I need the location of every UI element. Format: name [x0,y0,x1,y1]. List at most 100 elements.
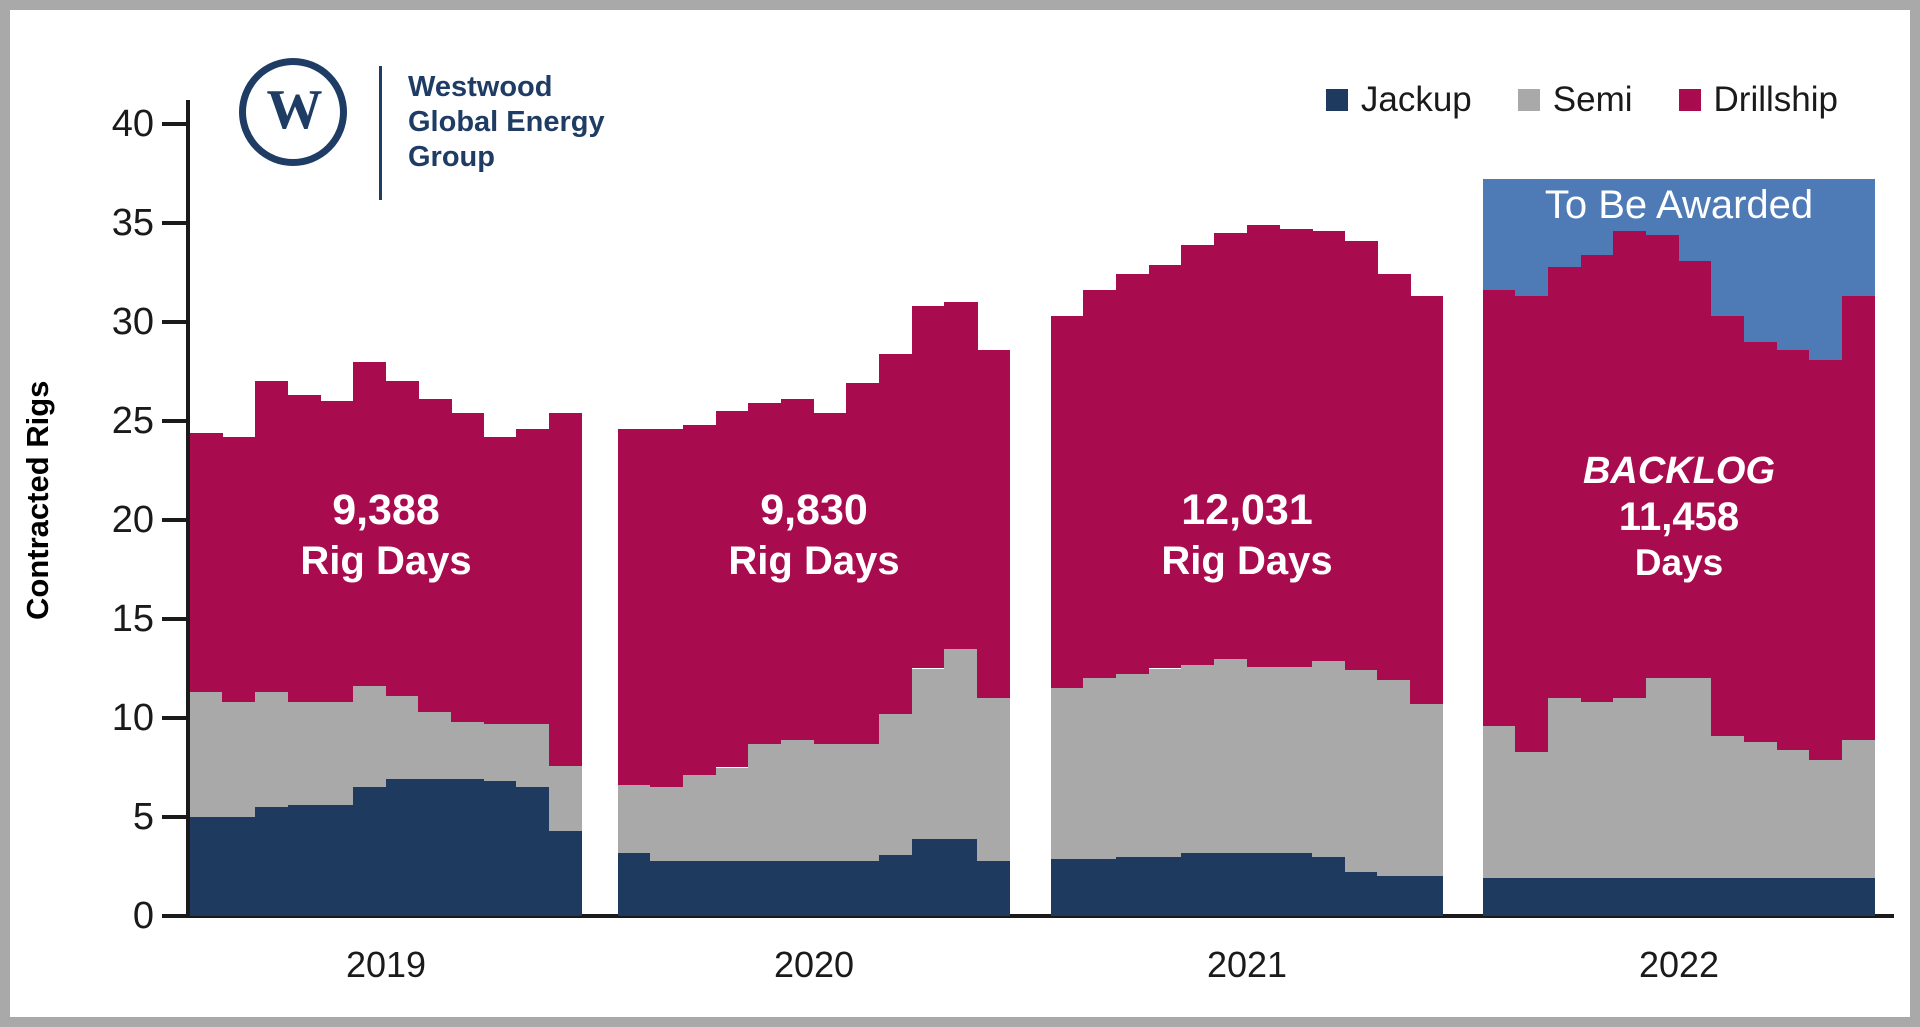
bar-segment-jackup [944,838,978,916]
bar-segment-to_be_awarded [1841,179,1876,297]
bar-segment-drillship [1311,230,1346,661]
drillship-swatch-icon [1678,89,1701,111]
bar-segment-drillship [911,306,946,669]
bar-segment-jackup [320,805,354,916]
legend: Jackup Semi Drillship [1325,80,1838,120]
bar-segment-drillship [1083,290,1117,679]
bar-segment-drillship [813,413,848,744]
company-name-line: Westwood [408,71,553,103]
bar-segment-drillship [1482,290,1517,726]
legend-item: Semi [1517,80,1633,120]
bar-segment-jackup [1279,852,1313,916]
y-tick-label: 35 [111,202,154,244]
y-tick-mark [162,716,188,720]
logo-divider [379,66,382,200]
annotation-line: 12,031 [1181,486,1313,534]
bar-segment-semi [1841,739,1876,879]
y-tick-mark [162,518,188,522]
annotation-line: 9,830 [760,486,868,534]
bar-segment-jackup [352,787,387,916]
bar-segment-drillship [222,436,256,703]
y-tick-mark [162,320,188,324]
bar-segment-jackup [976,860,1011,916]
bar-segment-semi [715,767,750,861]
bar-segment-to_be_awarded [1809,179,1843,360]
to-be-awarded-label: To Be Awarded [1544,183,1814,227]
bar-segment-drillship [483,436,518,724]
y-axis-title: Contracted Rigs [20,380,55,620]
bar-segment-semi [287,702,322,806]
westwood-logo-icon: W [239,58,347,166]
bar-segment-drillship [1841,296,1876,740]
bar-segment-jackup [1409,876,1444,916]
bar-segment-drillship [418,399,452,713]
bar-segment-jackup [1515,878,1549,916]
bar-segment-jackup [1809,878,1843,916]
bar-segment-semi [617,785,652,853]
bar-segment-jackup [1547,878,1582,916]
bar-segment-drillship [1148,264,1183,669]
y-tick-mark [162,914,188,918]
bar-segment-jackup [1213,852,1248,916]
legend-item: Drillship [1678,80,1838,120]
bar-segment-jackup [1743,878,1778,916]
bar-segment-jackup [1580,878,1615,916]
bar-segment-drillship [385,381,420,697]
bar-segment-jackup [1711,878,1745,916]
bar-segment-jackup [617,852,652,916]
bar-segment-jackup [682,860,717,916]
bar-segment-semi [813,743,848,861]
bar-segment-drillship [650,428,684,788]
bar-segment-jackup [1115,856,1150,916]
bar-segment-semi [878,714,913,855]
bar-segment-jackup [222,817,256,916]
bar-segment-drillship [976,349,1011,699]
annotation-line: 9,388 [332,486,440,534]
annotation-line: Rig Days [300,539,472,583]
bar-segment-semi [1409,704,1444,877]
bar-segment-semi [1613,698,1647,879]
bar-segment-semi [1482,725,1517,879]
y-tick-label: 0 [132,895,154,937]
bar-segment-jackup [1246,852,1281,916]
bar-segment-drillship [1743,341,1778,742]
bar-segment-jackup [813,860,848,916]
bar-segment-drillship [189,432,224,693]
legend-label: Jackup [1360,80,1472,119]
bar-segment-semi [944,648,978,839]
bar-segment-jackup [715,860,750,916]
bar-segment-drillship [254,381,289,693]
bar-segment-semi [418,712,452,780]
bar-segment-semi [189,692,224,817]
bar-segment-to_be_awarded [1743,179,1778,342]
bar-segment-semi [780,739,815,861]
bar-segment-semi [911,668,946,839]
bar-segment-semi [976,698,1011,861]
bar-segment-semi [1213,658,1248,853]
bar-segment-drillship [1181,244,1215,665]
bar-segment-drillship [1678,260,1713,679]
y-tick-label: 30 [111,301,154,343]
bar-segment-semi [548,765,583,831]
bar-segment-semi [1279,666,1313,853]
semi-swatch-icon [1517,89,1540,111]
bar-segment-semi [1246,666,1281,853]
bar-segment-jackup [650,860,684,916]
bar-segment-semi [483,723,518,782]
bar-segment-semi [385,696,420,780]
y-tick-label: 5 [132,796,154,838]
company-name: Westwood Global Energy Group [408,70,605,175]
bar-segment-drillship [944,302,978,649]
bar-segment-to_be_awarded [1678,179,1713,261]
bar-segment-drillship [548,413,583,766]
x-axis-year-label: 2022 [1638,944,1720,985]
bar-segment-semi [320,702,354,806]
bar-segment-jackup [748,860,782,916]
bar-segment-semi [222,702,256,817]
annotation-line: Rig Days [1161,539,1333,583]
bar-segment-semi [682,775,717,861]
bar-segment-semi [1181,664,1215,853]
x-axis-line [186,914,1894,918]
bar-segment-jackup [1613,878,1647,916]
company-name-line: Global Energy [408,106,605,138]
